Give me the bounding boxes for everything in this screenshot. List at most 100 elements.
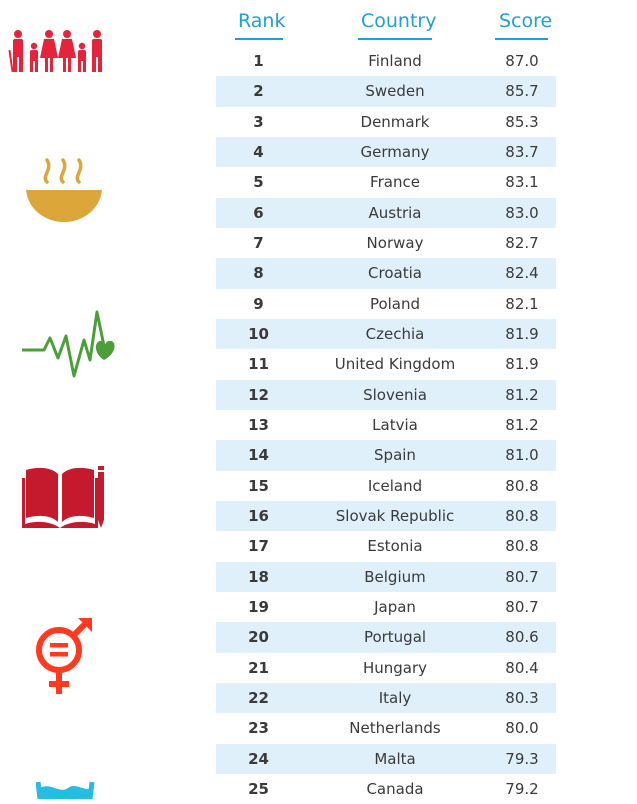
score-cell: 80.6 [505,628,539,647]
table-row: 25 Canada 79.2 [216,774,556,804]
table-body: 1 Finland 87.0 2 Sweden 85.7 3 Denmark 85.3 4 Germ… [216,46,556,804]
book-pencil-icon [22,466,104,528]
table-header: Rank Country Score [216,0,556,46]
ranking-table: Rank Country Score 1 Finland 87.0 2 Sweden 85… [216,0,556,804]
rank-cell: 8 [253,264,264,283]
table-row: 23 Netherlands 80.0 [216,713,556,743]
score-cell: 81.9 [505,324,539,343]
score-cell: 85.3 [505,112,539,131]
table-row: 19 Japan 80.7 [216,592,556,622]
country-cell: Slovenia [363,385,427,404]
score-cell: 82.4 [505,264,539,283]
score-cell: 80.8 [505,506,539,525]
rank-cell: 2 [253,82,264,101]
country-cell: Belgium [364,567,426,586]
table-row: 3 Denmark 85.3 [216,107,556,137]
score-cell: 85.7 [505,82,539,101]
table-row: 9 Poland 82.1 [216,289,556,319]
rank-cell: 14 [248,446,269,465]
country-cell: Spain [374,446,416,465]
rank-cell: 18 [248,567,269,586]
score-cell: 82.7 [505,233,539,252]
rank-cell: 25 [248,779,269,798]
rank-cell: 11 [248,355,269,374]
country-cell: United Kingdom [334,355,456,374]
country-cell: Slovak Republic [335,506,455,525]
rank-cell: 7 [253,233,264,252]
rank-cell: 1 [253,52,264,70]
country-cell: Denmark [360,112,430,131]
table-row: 16 Slovak Republic 80.8 [216,500,556,532]
score-cell: 80.8 [505,537,539,556]
score-cell: 83.7 [505,142,539,161]
score-header: Score [499,10,553,32]
country-cell: Iceland [367,476,423,495]
rank-cell: 22 [248,688,269,707]
rank-cell: 23 [248,719,269,738]
rank-cell: 19 [248,597,269,616]
table-row: 4 Germany 83.7 [216,136,556,168]
country-cell: Italy [378,688,412,707]
country-cell: Poland [369,294,421,313]
table-row: 14 Spain 81.0 [216,440,556,471]
score-cell: 83.1 [505,173,539,192]
table-row: 21 Hungary 80.4 [216,653,556,683]
score-cell: 81.2 [505,385,539,404]
score-cell: 79.3 [505,749,539,768]
country-cell: Sweden [365,82,425,101]
table-row: 6 Austria 83.0 [216,197,556,228]
country-cell: Estonia [367,537,423,556]
table-row: 13 Latvia 81.2 [216,410,556,440]
table-row: 20 Portugal 80.6 [216,622,556,653]
country-cell: Canada [366,779,424,798]
rank-cell: 6 [253,203,264,222]
score-cell: 81.0 [505,446,539,465]
score-cell: 80.0 [505,719,539,738]
table-row: 1 Finland 87.0 [216,46,556,76]
country-cell: Netherlands [349,719,441,738]
rank-header: Rank [238,10,286,32]
country-cell: Czechia [365,324,425,343]
table-row: 11 United Kingdom 81.9 [216,349,556,379]
rank-cell: 4 [253,142,264,161]
score-cell: 80.7 [505,567,539,586]
country-cell: France [370,173,420,192]
table-row: 8 Croatia 82.4 [216,258,556,289]
table-row: 24 Malta 79.3 [216,743,556,774]
score-cell: 83.0 [505,203,539,222]
family-icon [8,30,102,73]
country-cell: Finland [368,52,422,70]
table-row: 12 Slovenia 81.2 [216,379,556,410]
country-cell: Japan [374,597,416,616]
table-row: 2 Sweden 85.7 [216,76,556,107]
icon-column [0,0,140,799]
table-row: 18 Belgium 80.7 [216,561,556,592]
rank-cell: 3 [253,112,264,131]
country-header: Country [361,10,437,32]
score-cell: 82.1 [505,294,539,313]
country-cell: Germany [360,142,430,161]
score-cell: 80.3 [505,688,539,707]
rank-cell: 16 [248,506,269,525]
rank-cell: 17 [248,537,269,556]
rank-cell: 20 [248,628,269,647]
country-cell: Austria [368,203,422,222]
table-row: 15 Iceland 80.8 [216,471,556,501]
score-cell: 81.9 [505,355,539,374]
score-cell: 81.2 [505,415,539,434]
heartbeat-icon [22,310,115,378]
score-cell: 80.8 [505,476,539,495]
gender-equality-icon [36,618,92,694]
country-cell: Norway [366,233,424,252]
table-row: 7 Norway 82.7 [216,228,556,258]
table-row: 5 France 83.1 [216,167,556,197]
food-bowl-icon [26,158,102,222]
score-cell: 87.0 [505,52,539,70]
country-cell: Latvia [372,415,418,434]
country-cell: Hungary [362,658,428,677]
country-cell: Malta [374,749,416,768]
country-cell: Portugal [363,628,427,647]
rank-cell: 9 [253,294,264,313]
score-cell: 80.7 [505,597,539,616]
rank-cell: 15 [248,476,269,495]
